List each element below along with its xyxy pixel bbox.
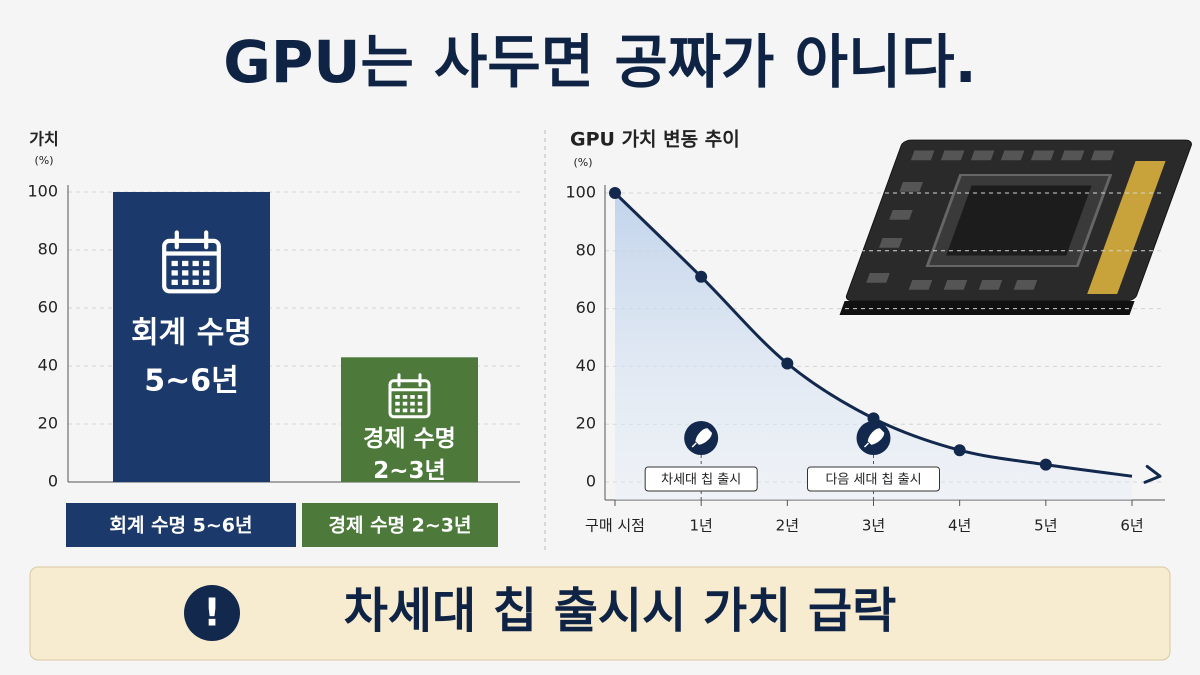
rocket: [691, 428, 712, 448]
point: [695, 270, 708, 283]
calendar-icon: [388, 373, 431, 419]
x-tick-label: 1년: [689, 517, 712, 535]
point: [1039, 458, 1052, 471]
y-axis-unit: (%): [573, 156, 592, 169]
chip-illustration: [839, 139, 1192, 315]
annotation-text: 차세대 칩 출시: [661, 473, 741, 488]
calendar-cell: [417, 395, 423, 399]
y-tick-label: 40: [576, 356, 596, 375]
calendar-cell: [192, 260, 199, 267]
bar-label: 5~6년: [144, 364, 239, 399]
y-tick-label: 20: [38, 414, 58, 433]
calendar-cell: [203, 279, 210, 285]
y-axis-label: 가치: [29, 130, 58, 149]
bar: [341, 357, 478, 482]
page-title: GPU는 사두면 공짜가 아니다.: [223, 28, 976, 96]
calendar-cell: [410, 395, 415, 399]
calendar-frame: [162, 238, 221, 294]
arrow-head: [1143, 464, 1162, 484]
calendar-cell: [410, 408, 415, 413]
calendar-cell: [192, 279, 199, 285]
banner-box: [29, 566, 1171, 661]
chart-title: GPU 가치 변동 추이: [570, 129, 740, 151]
calendar-frame: [388, 379, 431, 419]
x-tick-label: 구매 시점: [585, 517, 645, 535]
calendar-cell: [171, 279, 178, 285]
x-tick-label: 4년: [948, 517, 971, 535]
point: [609, 187, 621, 199]
point: [867, 412, 880, 425]
y-axis-unit: (%): [34, 154, 53, 167]
annotation-box: [807, 466, 940, 492]
y-tick-label: 80: [576, 240, 596, 259]
x-tick-label: 회계 수명 5~6년: [110, 515, 253, 537]
y-tick-label: 20: [576, 414, 596, 433]
calendar-cell: [402, 395, 408, 399]
x-tick-label: 3년: [862, 517, 885, 535]
y-tick-label: 0: [48, 472, 58, 491]
y-tick-label: 0: [586, 472, 596, 491]
calendar-cell: [402, 401, 408, 406]
calendar-cell: [417, 401, 423, 406]
y-tick-label: 40: [38, 356, 58, 375]
calendar-cell: [182, 260, 189, 267]
calendar-icon: [162, 230, 221, 294]
calendar-cell: [395, 395, 400, 399]
bar-label: 회계 수명: [131, 316, 252, 351]
calendar-cell: [192, 270, 199, 276]
calendar-cell: [395, 408, 400, 413]
y-tick-label: 80: [38, 240, 58, 259]
calendar-cell: [203, 270, 210, 276]
rocket-icon: [856, 421, 891, 455]
y-tick-label: 60: [38, 298, 58, 317]
bar-label: 경제 수명: [363, 426, 456, 452]
category-box: [66, 503, 296, 547]
calendar-cell: [171, 270, 178, 276]
x-tick-label: 경제 수명 2~3년: [329, 515, 472, 537]
annotation-text: 다음 세대 칩 출시: [825, 473, 921, 488]
calendar-cell: [182, 279, 189, 285]
calendar-cell: [402, 408, 408, 413]
bar-label: 2~3년: [373, 458, 445, 484]
x-tick-label: 6년: [1120, 517, 1143, 535]
banner-text: 차세대 칩 출시시 가치 급락: [344, 583, 897, 639]
calendar-cell: [395, 401, 400, 406]
point: [953, 444, 966, 457]
banner-icon: [184, 585, 240, 641]
point: [781, 357, 794, 370]
area: [615, 193, 1132, 500]
category-box: [302, 503, 498, 547]
banner-icon-text: !: [203, 591, 220, 635]
rocket: [863, 428, 885, 448]
calendar-cell: [182, 270, 189, 276]
rocket-icon: [684, 421, 719, 455]
calendar-cell: [203, 260, 210, 267]
x-tick-label: 5년: [1034, 517, 1057, 535]
y-tick-label: 100: [27, 182, 58, 201]
y-tick-label: 100: [565, 183, 596, 202]
x-tick-label: 2년: [776, 517, 799, 535]
calendar-cell: [410, 401, 415, 406]
y-tick-label: 60: [576, 298, 596, 317]
calendar-cell: [417, 408, 423, 413]
annotation-box: [644, 466, 758, 492]
calendar-cell: [171, 260, 178, 267]
